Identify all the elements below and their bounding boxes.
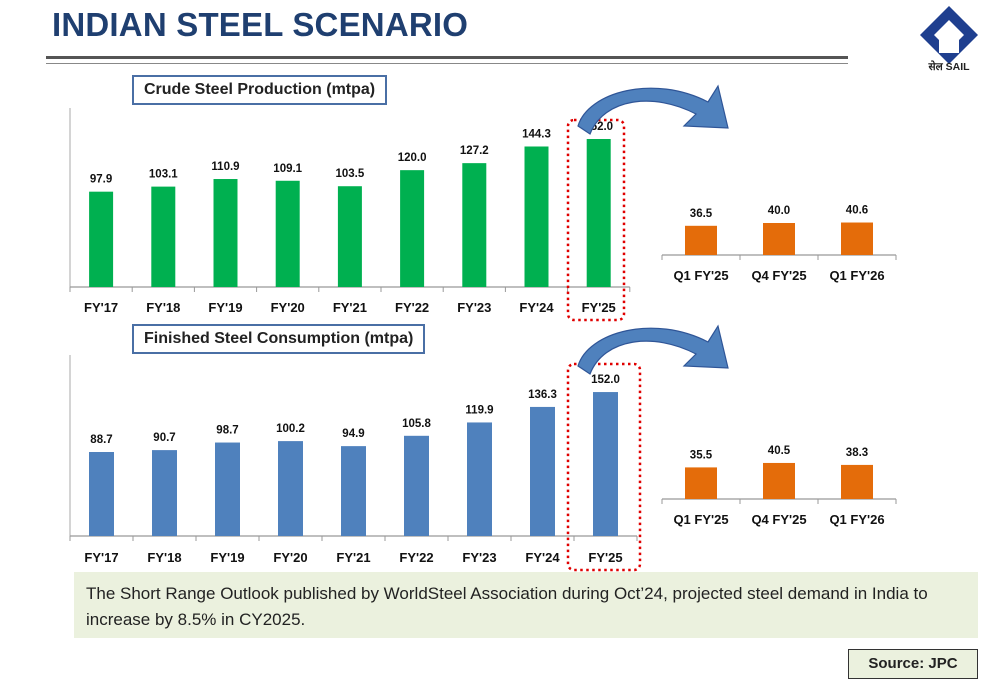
source-label: Source: JPC [848, 649, 978, 679]
crude-data-label-2: 103.1 [149, 169, 178, 181]
crude-bar-7 [462, 163, 487, 287]
crude-quarter-data-label-2: 40.0 [768, 205, 790, 217]
crude-category-label-2: FY'18 [146, 300, 180, 315]
crude-bar-4 [275, 180, 300, 287]
crude-category-label-5: FY'21 [333, 300, 367, 315]
crude-quarter-data-label-1: 36.5 [690, 208, 713, 220]
finished-bar-8 [530, 406, 555, 536]
projection-arrow-1 [577, 84, 729, 135]
title-rule-thick [46, 56, 848, 59]
outlook-note: The Short Range Outlook published by Wor… [74, 572, 978, 638]
finished-category-label-2: FY'18 [147, 550, 181, 565]
finished-chart-title: Finished Steel Consumption (mtpa) [132, 324, 426, 354]
crude-bar-6 [400, 170, 425, 287]
finished-category-label-8: FY'24 [525, 550, 560, 565]
finished-bar-6 [404, 435, 429, 536]
projection-arrow-2-shape [577, 324, 729, 375]
crude-data-label-1: 97.9 [90, 174, 112, 186]
finished-bar-3 [215, 442, 240, 536]
finished-category-label-3: FY'19 [210, 550, 244, 565]
finished-data-label-7: 119.9 [465, 404, 493, 416]
crude-quarter-bar-1 [685, 225, 717, 255]
finished-quarter-category-label-3: Q1 FY'26 [829, 512, 884, 527]
finished-bar-7 [467, 422, 492, 536]
fy25-highlight-box-1 [566, 118, 626, 322]
finished-data-label-3: 98.7 [216, 425, 238, 437]
crude-category-label-8: FY'24 [519, 300, 554, 315]
logo-text: सेल SAIL [927, 60, 970, 72]
fy25-highlight-box-2 [566, 362, 642, 572]
crude-bar-8 [524, 146, 549, 287]
finished-data-label-2: 90.7 [153, 432, 175, 444]
finished-category-label-7: FY'23 [462, 550, 496, 565]
crude-quarter-bar-2 [763, 223, 795, 255]
crude-bar-3 [213, 179, 238, 287]
finished-bar-1 [89, 452, 114, 536]
projection-arrow-2 [577, 324, 729, 375]
finished-category-label-4: FY'20 [273, 550, 307, 565]
crude-quarter-bar-3 [841, 222, 873, 255]
crude-data-label-7: 127.2 [460, 145, 489, 157]
crude-data-label-3: 110.9 [211, 161, 239, 173]
finished-category-label-5: FY'21 [336, 550, 370, 565]
crude-category-label-9: FY'25 [582, 300, 616, 315]
crude-category-label-6: FY'22 [395, 300, 429, 315]
finished-data-label-5: 94.9 [342, 428, 364, 440]
crude-quarter-category-label-3: Q1 FY'26 [829, 268, 884, 283]
finished-quarter-bar-1 [685, 467, 717, 499]
finished-quarter-category-label-2: Q4 FY'25 [751, 512, 806, 527]
finished-quarter-category-label-1: Q1 FY'25 [673, 512, 728, 527]
finished-bar-4 [278, 441, 303, 536]
finished-data-label-8: 136.3 [528, 389, 557, 401]
crude-bar-9 [586, 138, 611, 287]
crude-bar-1 [89, 191, 114, 287]
crude-category-label-1: FY'17 [84, 300, 118, 315]
finished-bar-2 [152, 450, 177, 536]
finished-data-label-1: 88.7 [90, 434, 112, 446]
page-title: INDIAN STEEL SCENARIO [52, 6, 469, 43]
crude-bar-2 [151, 186, 176, 287]
finished-data-label-4: 100.2 [276, 423, 305, 435]
finished-data-label-6: 105.8 [402, 418, 431, 430]
title-rule-thin [46, 63, 848, 64]
crude-quarter-category-label-1: Q1 FY'25 [673, 268, 728, 283]
finished-bar-9 [593, 392, 618, 536]
finished-category-label-6: FY'22 [399, 550, 433, 565]
crude-data-label-5: 103.5 [336, 168, 365, 180]
finished-category-label-1: FY'17 [84, 550, 118, 565]
finished-data-label-9: 152.0 [591, 374, 620, 386]
finished-quarter-data-label-3: 38.3 [846, 447, 868, 459]
sail-logo: सेल SAIL [920, 6, 978, 72]
crude-category-label-3: FY'19 [208, 300, 242, 315]
crude-category-label-7: FY'23 [457, 300, 491, 315]
crude-category-label-4: FY'20 [271, 300, 305, 315]
crude-data-label-6: 120.0 [398, 152, 427, 164]
crude-quarter-category-label-2: Q4 FY'25 [751, 268, 806, 283]
finished-quarter-data-label-2: 40.5 [768, 445, 791, 457]
crude-quarter-data-label-3: 40.6 [846, 205, 868, 217]
crude-data-label-4: 109.1 [273, 163, 302, 175]
finished-quarter-data-label-1: 35.5 [690, 449, 713, 461]
finished-quarter-bar-2 [763, 462, 795, 499]
finished-bar-5 [341, 446, 366, 536]
finished-category-label-9: FY'25 [588, 550, 622, 565]
crude-bar-5 [337, 186, 362, 287]
finished-quarter-bar-3 [841, 464, 873, 499]
crude-chart-title: Crude Steel Production (mtpa) [132, 75, 388, 105]
projection-arrow-1-shape [577, 84, 729, 135]
crude-data-label-8: 144.3 [522, 128, 551, 140]
